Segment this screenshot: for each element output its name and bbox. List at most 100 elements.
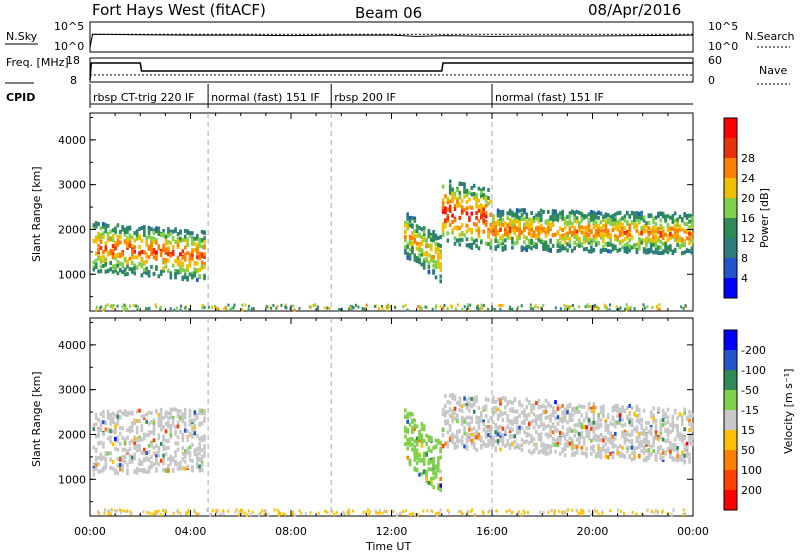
echo-cell <box>654 234 658 239</box>
echo-cell <box>176 410 180 415</box>
echo-cell <box>549 449 552 454</box>
echo-cell <box>456 435 459 440</box>
echo-cell <box>128 267 132 272</box>
ground-scatter-cell <box>406 308 409 312</box>
echo-cell <box>539 449 543 454</box>
echo-cell <box>638 440 641 445</box>
echo-cell <box>116 223 120 228</box>
echo-cell <box>196 457 199 462</box>
ground-scatter-cell <box>622 512 625 516</box>
echo-cell <box>126 238 129 243</box>
nave-right-tick-bottom: 0 <box>708 74 715 87</box>
echo-cell <box>145 239 148 244</box>
echo-cell <box>133 245 136 250</box>
echo-cell <box>465 405 469 410</box>
echo-cell <box>203 236 206 241</box>
ground-scatter-cell <box>615 305 618 309</box>
echo-cell <box>418 472 421 477</box>
echo-cell <box>571 413 574 418</box>
echo-cell <box>484 432 488 437</box>
echo-cell <box>116 263 120 268</box>
echo-cell <box>621 245 624 250</box>
echo-cell <box>446 216 450 221</box>
echo-cell <box>563 444 567 449</box>
echo-cell <box>164 248 168 253</box>
echo-cell <box>645 448 648 453</box>
ground-scatter-cell <box>629 305 632 309</box>
echo-cell <box>128 429 132 434</box>
echo-cell <box>427 446 431 451</box>
echo-cell <box>138 458 141 463</box>
echo-cell <box>506 230 509 235</box>
ground-scatter-cell <box>683 512 686 516</box>
echo-cell <box>535 213 538 218</box>
ground-scatter-cell <box>604 305 606 309</box>
echo-cell <box>472 432 476 437</box>
echo-cell <box>413 229 417 233</box>
echo-cell <box>179 230 182 234</box>
echo-cell <box>664 421 667 426</box>
echo-cell <box>133 238 136 243</box>
echo-cell <box>147 225 151 230</box>
echo-cell <box>544 231 548 236</box>
ground-scatter-cell <box>365 303 368 307</box>
echo-cell <box>640 439 643 444</box>
ground-scatter-cell <box>233 303 236 307</box>
ground-scatter-cell <box>597 307 600 311</box>
echo-cell <box>94 466 98 471</box>
echo-cell <box>446 231 450 236</box>
echo-cell <box>102 414 105 419</box>
echo-cell <box>626 449 629 454</box>
echo-cell <box>186 237 189 242</box>
echo-cell <box>664 415 667 420</box>
echo-cell <box>102 231 105 236</box>
ground-scatter-cell <box>534 304 537 308</box>
echo-cell <box>626 250 629 254</box>
echo-cell <box>179 261 182 266</box>
ground-scatter-cell <box>656 511 659 515</box>
echo-cell <box>532 425 536 430</box>
echo-cell <box>647 250 651 255</box>
ground-scatter-cell <box>437 511 440 515</box>
echo-cell <box>437 458 440 463</box>
echo-cell <box>415 442 419 447</box>
echo-cell <box>489 241 493 246</box>
echo-cell <box>642 247 646 252</box>
echo-cell <box>657 246 660 251</box>
echo-cell <box>487 398 490 402</box>
echo-cell <box>599 433 603 437</box>
echo-cell <box>404 220 407 225</box>
echo-cell <box>494 424 497 429</box>
ground-scatter-cell <box>567 305 570 308</box>
range-tick-label: 2000 <box>58 428 86 441</box>
echo-cell <box>518 219 521 224</box>
beam-label: Beam 06 <box>355 4 422 22</box>
echo-cell <box>635 228 639 233</box>
echo-cell <box>568 428 572 433</box>
echo-cell <box>594 454 598 459</box>
echo-cell <box>530 218 533 223</box>
echo-cell <box>97 231 100 236</box>
echo-cell <box>203 444 206 448</box>
echo-cell <box>647 452 651 457</box>
echo-cell <box>114 427 117 432</box>
echo-cell <box>642 444 646 449</box>
echo-cell <box>628 248 631 253</box>
echo-cell <box>635 414 639 418</box>
echo-cell <box>511 240 514 245</box>
echo-cell <box>200 244 204 249</box>
echo-cell <box>585 214 588 219</box>
ground-scatter-cell <box>582 511 585 514</box>
echo-cell <box>411 437 414 442</box>
echo-cell <box>164 234 168 239</box>
echo-cell <box>669 215 672 220</box>
echo-cell <box>590 249 593 254</box>
echo-cell <box>673 423 677 428</box>
echo-cell <box>614 420 617 425</box>
echo-cell <box>114 413 117 418</box>
echo-cell <box>616 409 619 414</box>
echo-cell <box>654 229 658 234</box>
echo-cell <box>575 423 579 427</box>
echo-cell <box>489 428 493 433</box>
echo-cell <box>444 194 447 199</box>
